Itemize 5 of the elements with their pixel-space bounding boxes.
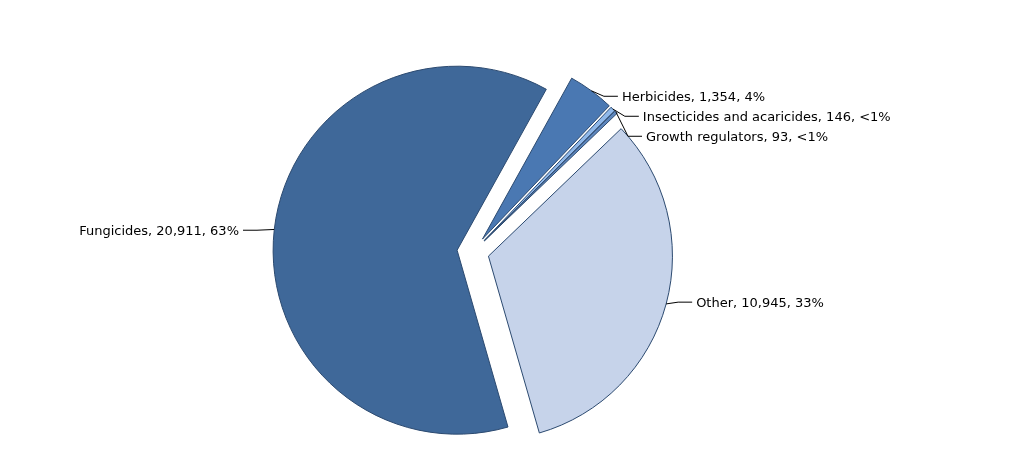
slice-label: Herbicides, 1,354, 4%: [621, 88, 766, 104]
slice-label: Other, 10,945, 33%: [696, 294, 824, 310]
slice-label: Growth regulators, 93, <1%: [646, 128, 829, 144]
slice-label: Fungicides, 20,911, 63%: [79, 222, 239, 238]
slice-label: Insecticides and acaricides, 146, <1%: [642, 108, 891, 124]
